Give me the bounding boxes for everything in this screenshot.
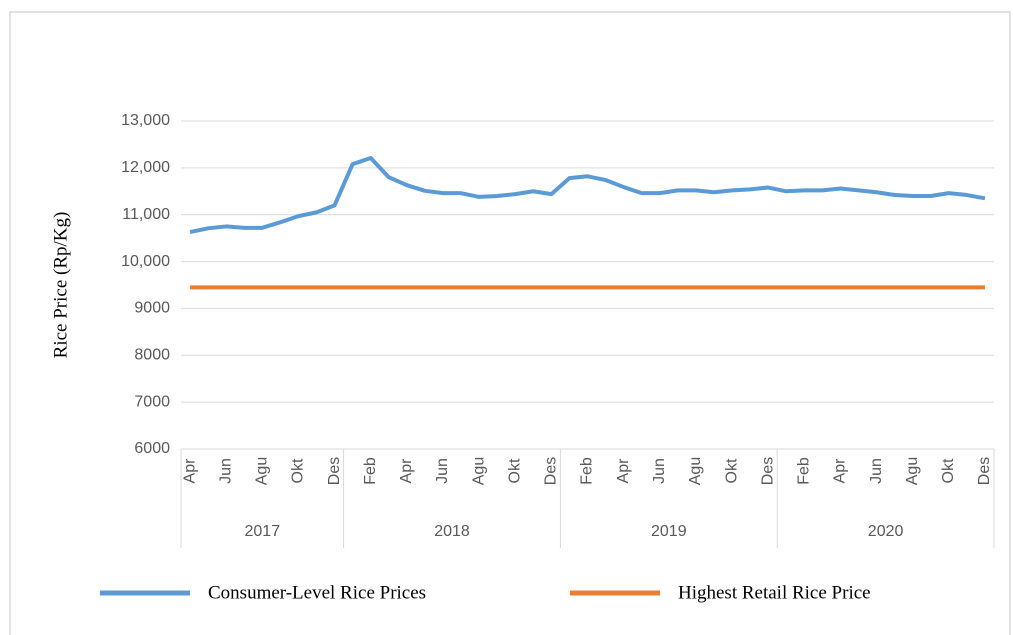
x-tick-label: Des — [976, 457, 993, 485]
x-tick-label: Agu — [687, 457, 704, 485]
x-tick-label: Jun — [651, 458, 668, 484]
y-tick-label: 12,000 — [121, 159, 170, 176]
x-tick-label: Feb — [796, 457, 813, 485]
legend-label: Highest Retail Rice Price — [678, 582, 871, 603]
x-tick-label: Des — [543, 457, 560, 485]
group-label: 2020 — [868, 523, 904, 540]
y-tick-label: 6000 — [134, 440, 170, 457]
x-tick-label: Agu — [254, 457, 271, 485]
y-axis-label: Rice Price (Rp/Kg) — [50, 212, 71, 359]
x-tick-label: Apr — [832, 458, 849, 484]
x-tick-label: Des — [759, 457, 776, 485]
y-tick-label: 8000 — [134, 347, 170, 364]
x-tick-label: Okt — [506, 458, 523, 483]
group-label: 2018 — [434, 523, 470, 540]
x-tick-label: Okt — [290, 458, 307, 483]
group-label: 2019 — [651, 523, 687, 540]
legend-label: Consumer-Level Rice Prices — [208, 582, 426, 603]
x-tick-label: Jun — [217, 458, 234, 484]
x-tick-label: Apr — [398, 458, 415, 484]
x-tick-label: Feb — [362, 457, 379, 485]
x-tick-label: Des — [326, 457, 343, 485]
series-line — [189, 156, 986, 235]
x-tick-label: Apr — [181, 458, 198, 484]
x-tick-label: Jun — [434, 458, 451, 484]
chart-border — [9, 11, 1011, 635]
y-tick-label: 13,000 — [121, 112, 170, 129]
x-tick-label: Apr — [615, 458, 632, 484]
y-tick-label: 11,000 — [122, 206, 170, 223]
x-tick-label: Agu — [470, 457, 487, 485]
x-tick-label: Okt — [940, 458, 957, 483]
x-tick-label: Agu — [904, 457, 921, 485]
x-tick-label: Okt — [723, 458, 740, 483]
group-label: 2017 — [245, 523, 281, 540]
x-tick-label: Feb — [579, 457, 596, 485]
y-tick-label: 10,000 — [121, 253, 170, 270]
x-tick-label: Jun — [868, 458, 885, 484]
y-tick-label: 9000 — [134, 300, 170, 317]
y-tick-label: 7000 — [134, 393, 170, 410]
